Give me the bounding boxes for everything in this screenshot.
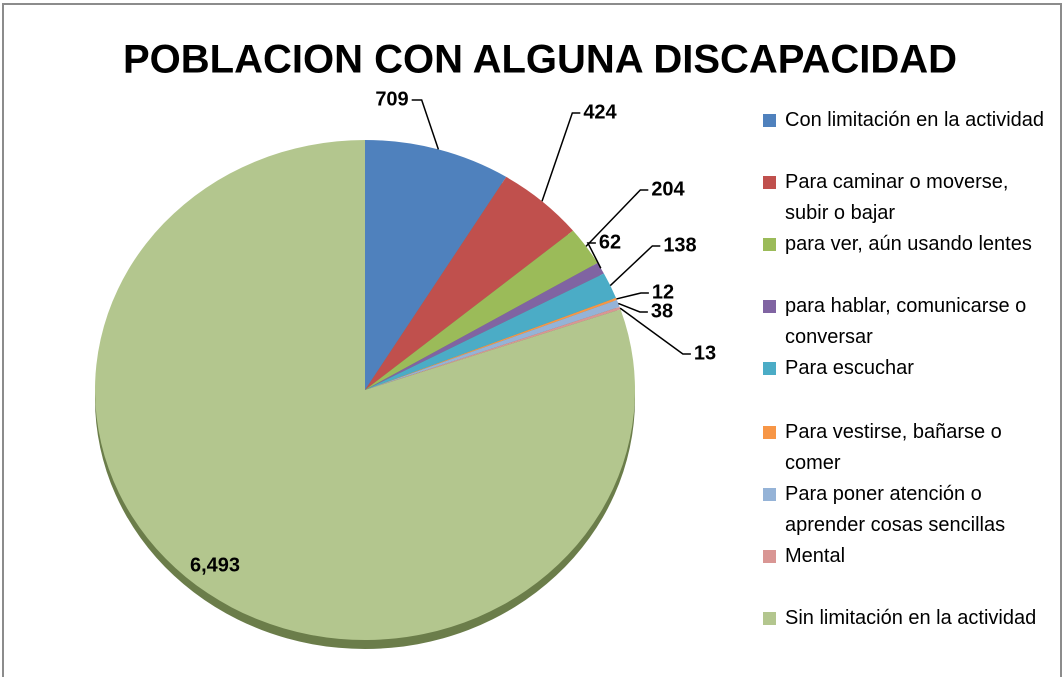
pie-slice — [365, 306, 621, 390]
data-label: 204 — [651, 178, 685, 200]
legend-swatch — [763, 114, 776, 127]
pie-slice — [365, 140, 507, 390]
leader-line — [585, 189, 649, 247]
legend-swatch — [763, 176, 776, 189]
pie-slice — [365, 273, 616, 390]
legend-label: Para vestirse, bañarse o comer — [785, 421, 1002, 474]
legend-label: Con limitación en la actividad — [785, 109, 1045, 131]
legend-label: Para escuchar — [785, 357, 914, 379]
data-label: 424 — [583, 101, 617, 123]
chart-title: POBLACION CON ALGUNA DISCAPACIDAD — [123, 38, 957, 82]
legend-swatch — [763, 362, 776, 375]
legend-item: Para poner atención o aprender cosas sen… — [763, 479, 1053, 541]
legend-swatch — [763, 488, 776, 501]
legend-item: Para escuchar — [763, 353, 1053, 384]
legend-swatch — [763, 300, 776, 313]
data-label: 13 — [694, 342, 716, 364]
leader-line — [586, 242, 602, 269]
legend-item: para ver, aún usando lentes — [763, 229, 1053, 260]
legend-item: Para vestirse, bañarse o comer — [763, 417, 1053, 479]
legend-label: Sin limitación en la actividad — [785, 607, 1037, 629]
legend-item: Sin limitación en la actividad — [763, 603, 1053, 634]
data-label: 12 — [652, 281, 674, 303]
data-label: 6,493 — [190, 554, 240, 576]
legend-label: Para caminar o moverse, subir o bajar — [785, 171, 1009, 224]
pie-slice — [365, 297, 617, 390]
pie-slice — [365, 300, 620, 390]
leader-line — [619, 307, 691, 355]
pie-slice — [365, 263, 604, 390]
legend-item: Para caminar o moverse, subir o bajar — [763, 167, 1053, 229]
legend-swatch — [763, 426, 776, 439]
legend-label: para ver, aún usando lentes — [785, 233, 1032, 255]
data-label: 709 — [375, 88, 408, 110]
data-label: 62 — [599, 231, 621, 253]
leader-line — [541, 112, 581, 202]
legend-swatch — [763, 550, 776, 563]
pie-slice — [365, 176, 574, 390]
legend-item: Con limitación en la actividad — [763, 105, 1053, 136]
leader-line — [616, 292, 649, 300]
legend-item: Mental — [763, 541, 1053, 572]
data-label: 38 — [651, 300, 673, 322]
legend-label: Para poner atención o aprender cosas sen… — [785, 483, 1006, 536]
legend-label: Mental — [785, 545, 846, 567]
legend-swatch — [763, 612, 776, 625]
leader-line — [618, 302, 648, 313]
legend-item: para hablar, comunicarse o conversar — [763, 291, 1053, 353]
pie-slice — [94, 140, 635, 641]
legend-label: para hablar, comunicarse o conversar — [785, 295, 1027, 348]
leader-line — [411, 99, 440, 150]
leader-line — [609, 245, 661, 287]
legend-swatch — [763, 238, 776, 251]
data-label: 138 — [663, 234, 696, 256]
pie-slice — [365, 230, 598, 390]
